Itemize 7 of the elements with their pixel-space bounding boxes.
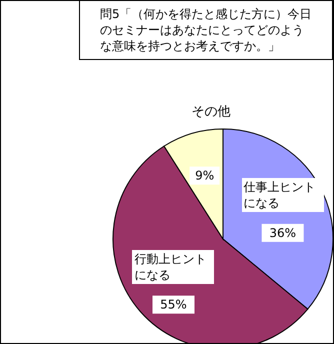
slice-label: 仕事上ヒントになる bbox=[242, 178, 324, 212]
chart-title: 問5「（何かを得たと感じた方に）今日のセミナーはあなたにとってどのような意味を持つとお考えですか。」 bbox=[100, 6, 312, 54]
slice-label: 行動上ヒントになる bbox=[132, 250, 214, 284]
data-label: 9% bbox=[195, 168, 214, 183]
data-label: 55% bbox=[160, 298, 187, 312]
data-label: 36% bbox=[269, 226, 296, 240]
slice-label: その他 bbox=[192, 104, 231, 120]
